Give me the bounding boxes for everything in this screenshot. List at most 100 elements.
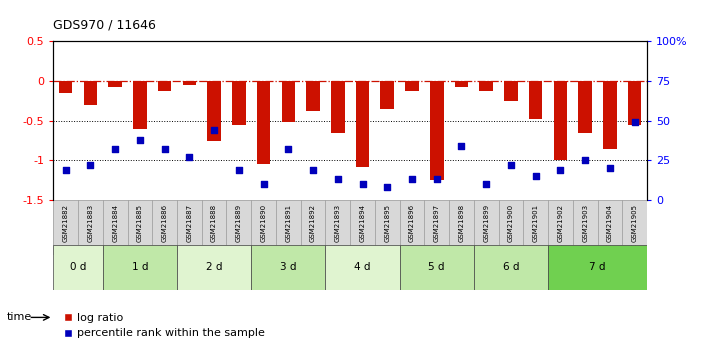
Bar — [573, 200, 597, 245]
Bar — [177, 200, 202, 245]
Bar — [78, 200, 103, 255]
Point — [555, 167, 566, 173]
Bar — [251, 245, 326, 290]
Bar — [103, 200, 127, 245]
Text: GSM21892: GSM21892 — [310, 204, 316, 241]
Text: GSM21902: GSM21902 — [557, 209, 563, 247]
Bar — [523, 200, 548, 255]
Point — [332, 177, 343, 182]
Point — [530, 174, 541, 179]
Text: 4 d: 4 d — [354, 263, 370, 272]
Point — [307, 167, 319, 173]
Bar — [108, 81, 122, 87]
Point — [159, 147, 171, 152]
Bar — [474, 245, 548, 290]
Text: GSM21904: GSM21904 — [607, 209, 613, 247]
Bar — [424, 200, 449, 245]
Bar — [127, 200, 152, 255]
Bar — [548, 200, 573, 245]
Bar — [474, 200, 498, 255]
Text: GSM21897: GSM21897 — [434, 209, 439, 247]
Bar — [449, 200, 474, 245]
Bar — [227, 200, 251, 245]
Point — [233, 167, 245, 173]
Bar — [400, 245, 474, 290]
Bar — [603, 81, 616, 148]
Bar — [177, 245, 251, 290]
Text: GSM21905: GSM21905 — [631, 204, 638, 241]
Text: time: time — [7, 313, 33, 322]
Text: GSM21888: GSM21888 — [211, 209, 217, 247]
Bar — [103, 200, 127, 255]
Point — [629, 120, 641, 125]
Text: GSM21898: GSM21898 — [459, 209, 464, 247]
Text: 6 d: 6 d — [503, 263, 519, 272]
Text: GSM21883: GSM21883 — [87, 204, 93, 241]
Bar — [276, 200, 301, 255]
Text: GSM21886: GSM21886 — [161, 204, 168, 241]
Point — [579, 158, 591, 163]
Bar — [498, 200, 523, 255]
Bar — [232, 81, 246, 125]
Bar — [523, 200, 548, 245]
Text: GSM21896: GSM21896 — [409, 209, 415, 247]
Bar — [59, 81, 73, 93]
Bar — [251, 200, 276, 245]
Text: GSM21903: GSM21903 — [582, 204, 588, 241]
Bar — [474, 200, 498, 245]
Point — [431, 177, 442, 182]
Text: GSM21902: GSM21902 — [557, 204, 563, 241]
Text: GSM21898: GSM21898 — [459, 204, 464, 241]
Text: GSM21904: GSM21904 — [607, 204, 613, 241]
Point — [604, 166, 616, 171]
Text: GSM21901: GSM21901 — [533, 209, 539, 247]
Bar — [301, 200, 326, 255]
Bar — [529, 81, 542, 119]
Bar — [597, 200, 622, 255]
Bar — [78, 200, 103, 245]
Text: 1 d: 1 d — [132, 263, 148, 272]
Bar — [301, 200, 326, 245]
Bar — [306, 81, 320, 111]
Bar — [380, 81, 394, 109]
Bar — [53, 245, 103, 290]
Text: GDS970 / 11646: GDS970 / 11646 — [53, 18, 156, 31]
Bar — [177, 200, 202, 255]
Bar — [133, 81, 146, 129]
Text: GSM21883: GSM21883 — [87, 209, 93, 247]
Point — [506, 162, 517, 168]
Text: GSM21893: GSM21893 — [335, 209, 341, 247]
Bar — [326, 245, 400, 290]
Point — [109, 147, 121, 152]
Bar — [356, 81, 369, 167]
Bar — [554, 81, 567, 160]
Text: GSM21888: GSM21888 — [211, 204, 217, 241]
Text: GSM21899: GSM21899 — [483, 209, 489, 247]
Point — [283, 147, 294, 152]
Text: GSM21891: GSM21891 — [285, 209, 292, 247]
Bar — [103, 245, 177, 290]
Bar — [400, 200, 424, 245]
Text: 0 d: 0 d — [70, 263, 86, 272]
Bar — [479, 81, 493, 91]
Point — [85, 162, 96, 168]
Bar — [578, 81, 592, 132]
Point — [357, 181, 368, 187]
Point — [456, 144, 467, 149]
Bar — [202, 200, 227, 245]
Bar — [53, 200, 78, 245]
Text: GSM21893: GSM21893 — [335, 204, 341, 241]
Text: GSM21900: GSM21900 — [508, 204, 514, 241]
Bar — [430, 81, 444, 180]
Text: GSM21887: GSM21887 — [186, 209, 193, 247]
Text: GSM21890: GSM21890 — [261, 209, 267, 247]
Text: GSM21891: GSM21891 — [285, 204, 292, 241]
Bar — [84, 81, 97, 105]
Bar — [597, 200, 622, 245]
Text: GSM21882: GSM21882 — [63, 209, 69, 247]
Point — [382, 185, 393, 190]
Bar — [454, 81, 469, 87]
Text: GSM21894: GSM21894 — [360, 209, 365, 247]
Text: GSM21889: GSM21889 — [236, 209, 242, 247]
Bar — [152, 200, 177, 255]
